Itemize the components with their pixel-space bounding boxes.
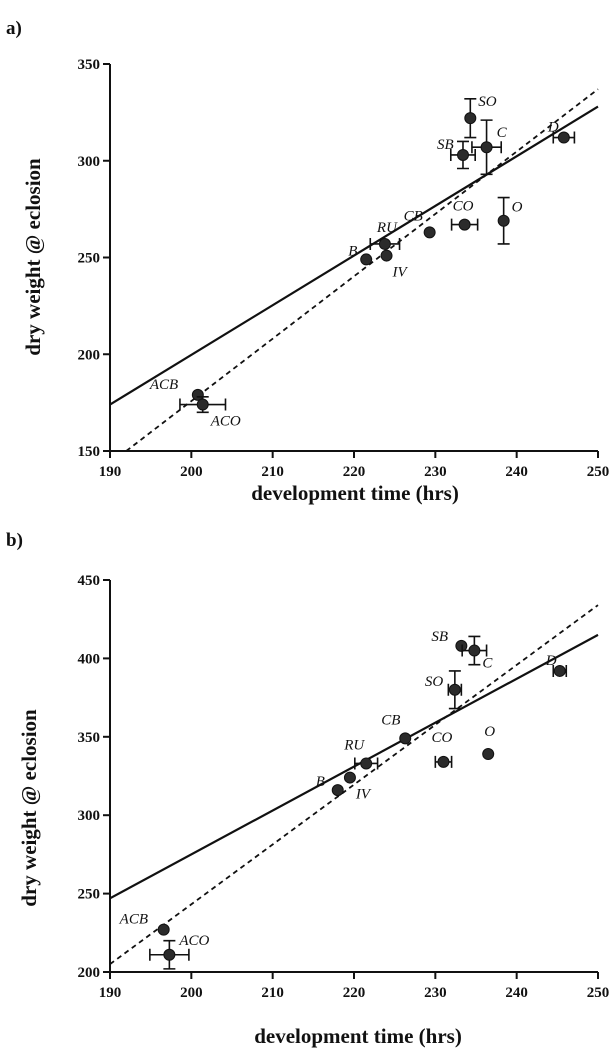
panel-a-x-tick-label: 230 [424,464,447,480]
panel-b-x-axis-title: development time (hrs) [254,1024,462,1048]
panel-b-x-tick-label: 210 [261,985,284,1001]
panel-b-data-point-so [448,683,461,696]
panel-b-data-point-acb [157,923,170,936]
panel-b-data-point-cb [399,732,412,745]
panel-a-point-label-c: C [497,125,508,141]
panel-b: b) dry weight @ eclosion development tim… [6,530,609,1048]
panel-b-point-label-d: D [545,653,557,669]
panel-b-point-label-iv: IV [355,787,372,803]
panel-a-point-label-so: SO [478,94,497,110]
panel-a-data-point-acb [191,388,204,401]
panel-a-solid-regression-line [109,105,599,406]
panel-b-y-tick-label: 400 [78,651,101,667]
panel-a-x-axis-title: development time (hrs) [251,481,459,505]
panel-a-data-point-b [360,253,373,266]
panel-a-dashed-regression-line [125,88,599,452]
panel-b-x-tick-label: 190 [99,985,122,1001]
panel-b-point-label-aco: ACO [178,933,209,949]
panel-b-point-label-sb: SB [431,629,448,645]
panel-a-point-label-ru: RU [376,220,398,236]
panel-a-data-point-cb [423,226,436,239]
panel-b-point-label-c: C [482,656,493,672]
panel-a-data-point-o [497,214,510,227]
panel-a-y-tick-label: 200 [78,347,101,363]
panel-a-letter: a) [6,18,22,39]
panel-b-y-axis-title: dry weight @ eclosion [17,709,41,907]
panel-b-x-tick-label: 200 [180,985,203,1001]
panel-a-data-point-iv [380,249,393,262]
panel-b-data-point-d [553,664,566,677]
panel-a-point-label-o: O [512,200,523,216]
panel-a-point-label-b: B [348,243,357,259]
panel-b-y-tick-label: 350 [78,730,101,746]
panel-a-x-tick-label: 210 [261,464,284,480]
panel-a-x-tick-label: 250 [587,464,610,480]
panel-b-x-tick-label: 220 [343,985,366,1001]
panel-a-data-point-aco [196,398,209,411]
panel-b-data-point-aco [163,948,176,961]
panel-b-letter: b) [6,530,23,551]
panel-b-point-label-o: O [484,724,495,740]
panel-b-data-point-sb [455,639,468,652]
panel-b-point-label-cb: CB [381,712,400,728]
panel-a-y-tick-label: 300 [78,154,101,170]
panel-b-point-label-b: B [316,774,325,790]
panel-a-point-label-sb: SB [437,137,454,153]
panel-b-y-tick-label: 250 [78,887,101,903]
panel-b-data-point-iv [343,771,356,784]
panel-a-point-label-acb: ACB [149,377,178,393]
panel-b-point-label-so: SO [425,674,444,690]
panel-b-data-point-ru [360,757,373,770]
panel-a-data-point-co [458,218,471,231]
panel-a-x-tick-label: 200 [180,464,203,480]
panel-b-y-tick-label: 450 [78,573,101,589]
panel-a-data-point-d [557,131,570,144]
panel-b-x-tick-label: 250 [587,985,610,1001]
panel-a-x-tick-label: 220 [343,464,366,480]
panel-b-solid-regression-line [109,633,599,900]
panel-a-point-label-cb: CB [404,208,423,224]
panel-b-point-label-co: CO [431,730,452,746]
panel-b-x-tick-label: 240 [505,985,528,1001]
panel-a-point-label-co: CO [453,199,474,215]
panel-b-y-tick-label: 200 [78,965,101,981]
panel-a-data-point-c [480,141,493,154]
panel-a-y-tick-label: 250 [78,251,101,267]
panel-b-x-tick-label: 230 [424,985,447,1001]
panel-b-data-point-o [482,748,495,761]
panel-a-point-label-d: D [547,120,559,136]
panel-a-data-point-so [464,112,477,125]
panel-a-data-point-ru [378,237,391,250]
panel-b-dashed-regression-line [109,604,599,965]
panel-b-point-label-acb: ACB [119,912,148,928]
panel-b-plot-area: 200 250 300 350 400 450 190 200 210 220 230 240 250 A… [78,573,610,1001]
panel-a-data-point-sb [456,148,469,161]
panel-a-point-label-iv: IV [392,265,409,281]
panel-b-y-tick-label: 300 [78,808,101,824]
panel-b-point-label-ru: RU [343,737,365,753]
panel-a-y-tick-label: 350 [78,57,101,73]
panel-a-y-axis-title: dry weight @ eclosion [21,158,45,356]
panel-a-plot-area: 150 200 250 300 350 190 200 210 220 230 240 250 ACB A… [78,57,610,480]
panel-b-data-point-co [437,755,450,768]
panel-a-point-label-aco: ACO [210,414,241,430]
panel-a-x-tick-label: 240 [505,464,528,480]
panel-b-data-point-c [468,644,481,657]
panel-b-data-point-b [331,784,344,797]
panel-a-y-tick-label: 150 [78,444,101,460]
panel-a: a) dry weight @ eclosion development tim… [6,18,609,505]
panel-a-x-tick-label: 190 [99,464,122,480]
